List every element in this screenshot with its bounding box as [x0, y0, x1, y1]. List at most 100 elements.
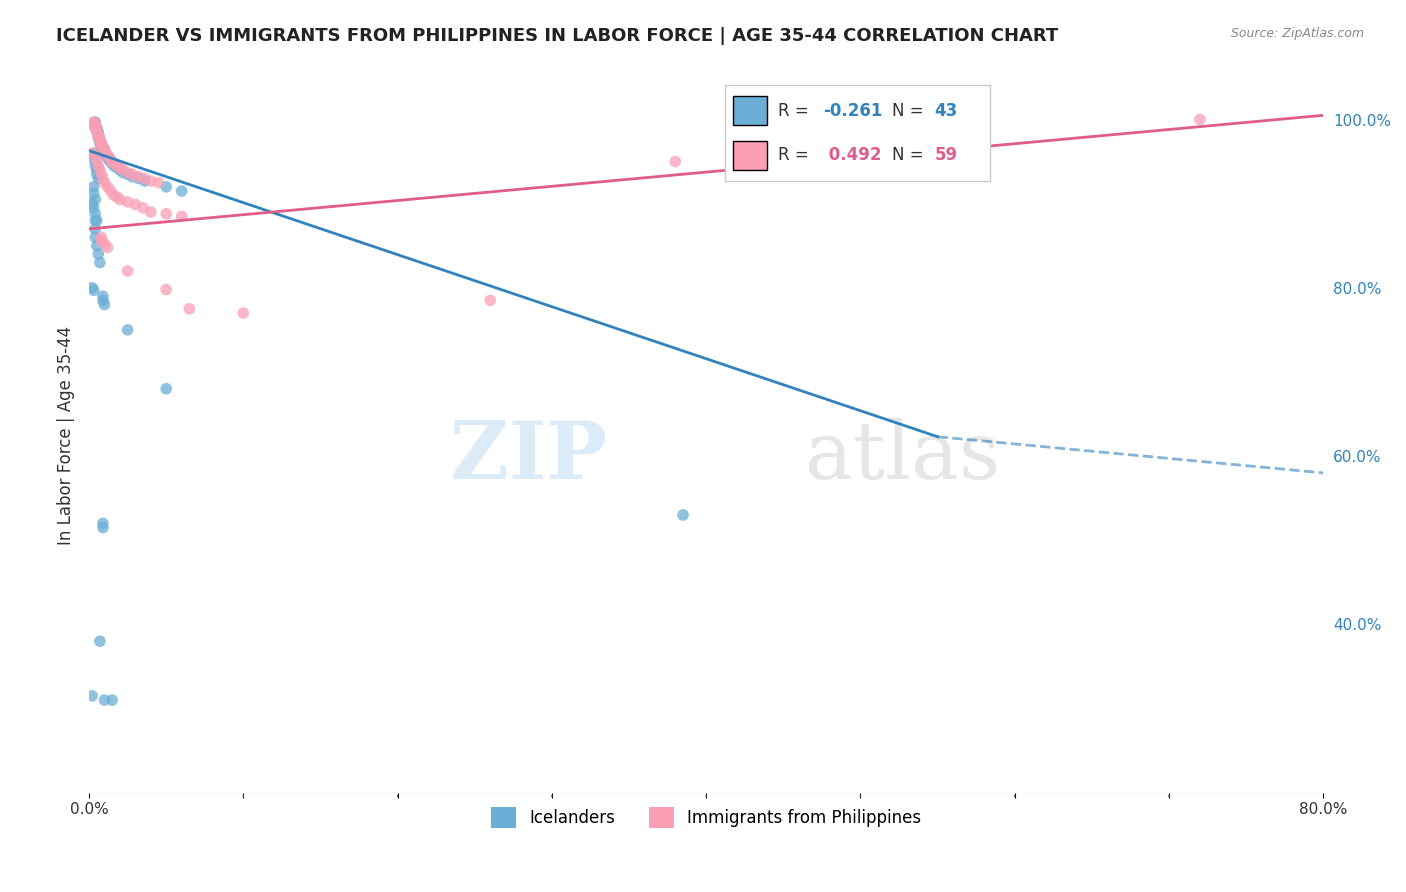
Point: [90, 230, 112, 244]
Point: [84, 117, 107, 131]
Point: [93, 176, 115, 190]
Point: [103, 159, 125, 173]
Point: [86, 122, 108, 136]
Point: [86, 122, 108, 136]
Point: [83, 115, 105, 129]
Point: [84, 213, 107, 227]
Legend: Icelanders, Immigrants from Philippines: Icelanders, Immigrants from Philippines: [485, 801, 928, 834]
Point: [105, 159, 128, 173]
Point: [86, 154, 108, 169]
Point: [83, 179, 105, 194]
Point: [97, 240, 120, 254]
Point: [83, 186, 105, 201]
Point: [89, 255, 111, 269]
Point: [98, 150, 121, 164]
Point: [117, 264, 139, 278]
Point: [124, 197, 146, 211]
Y-axis label: In Labor Force | Age 35-44: In Labor Force | Age 35-44: [58, 326, 75, 545]
Point: [91, 171, 114, 186]
Point: [139, 205, 162, 219]
Point: [90, 234, 112, 248]
Point: [87, 131, 110, 145]
Point: [93, 237, 115, 252]
Point: [89, 634, 111, 648]
Point: [84, 193, 107, 207]
Point: [86, 163, 108, 178]
Point: [97, 150, 120, 164]
Point: [93, 693, 115, 707]
Point: [170, 184, 193, 198]
Point: [93, 146, 115, 161]
Point: [89, 134, 111, 148]
Point: [97, 148, 120, 162]
Point: [232, 306, 254, 320]
Point: [83, 283, 105, 297]
Point: [93, 144, 115, 158]
Point: [111, 163, 134, 178]
Point: [89, 136, 111, 150]
Point: [170, 209, 193, 223]
Point: [155, 207, 177, 221]
Point: [155, 179, 177, 194]
Point: [89, 134, 111, 148]
Point: [87, 159, 110, 173]
Point: [84, 119, 107, 133]
Text: ZIP: ZIP: [450, 417, 607, 495]
Point: [134, 174, 156, 188]
Point: [86, 120, 108, 135]
Point: [93, 144, 115, 158]
Point: [94, 146, 117, 161]
Point: [84, 120, 107, 135]
Point: [132, 201, 155, 215]
Point: [86, 238, 108, 252]
Point: [179, 301, 201, 316]
Point: [98, 153, 121, 167]
Point: [90, 137, 112, 152]
Point: [89, 131, 111, 145]
Point: [155, 382, 177, 396]
Point: [91, 289, 114, 303]
Point: [86, 167, 108, 181]
Point: [101, 154, 124, 169]
Point: [87, 128, 110, 142]
Point: [108, 163, 131, 178]
Point: [87, 129, 110, 144]
Point: [83, 146, 105, 161]
Point: [111, 165, 134, 179]
Point: [82, 281, 104, 295]
Point: [117, 323, 139, 337]
Point: [84, 207, 107, 221]
Point: [100, 153, 122, 167]
Point: [87, 125, 110, 139]
Point: [83, 150, 105, 164]
Point: [90, 136, 112, 150]
Point: [94, 148, 117, 162]
Point: [91, 520, 114, 534]
Point: [90, 137, 112, 152]
Point: [84, 154, 107, 169]
Point: [97, 179, 120, 194]
Point: [84, 120, 107, 135]
Point: [121, 169, 143, 184]
Point: [108, 193, 131, 207]
Point: [479, 293, 502, 308]
Point: [84, 222, 107, 236]
Point: [82, 689, 104, 703]
Point: [93, 298, 115, 312]
Point: [148, 176, 170, 190]
Point: [84, 159, 107, 173]
Text: atlas: atlas: [804, 417, 1000, 495]
Point: [91, 516, 114, 531]
Point: [100, 184, 122, 198]
Point: [117, 165, 139, 179]
Point: [93, 142, 115, 156]
Point: [84, 150, 107, 164]
Point: [117, 194, 139, 209]
Point: [91, 293, 114, 308]
Text: ICELANDER VS IMMIGRANTS FROM PHILIPPINES IN LABOR FORCE | AGE 35-44 CORRELATION : ICELANDER VS IMMIGRANTS FROM PHILIPPINES…: [56, 27, 1059, 45]
Point: [84, 115, 107, 129]
Point: [87, 171, 110, 186]
Point: [90, 139, 112, 153]
Point: [155, 283, 177, 297]
Point: [139, 174, 162, 188]
